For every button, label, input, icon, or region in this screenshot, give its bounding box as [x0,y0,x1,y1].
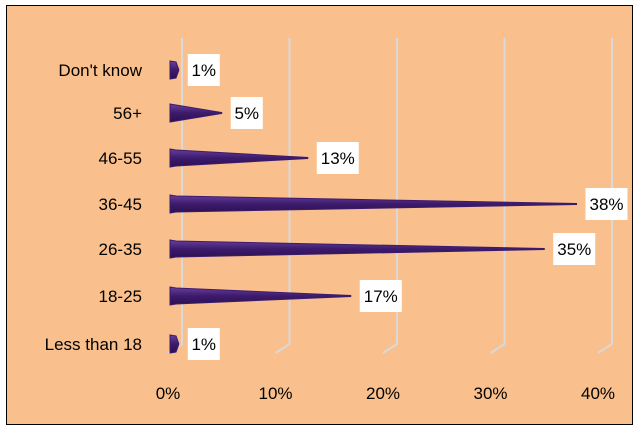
x-tick-label-1: 10% [258,384,292,403]
data-label-box-3 [585,188,628,220]
category-label-4: 46-55 [99,149,142,168]
data-label-1: 17% [359,280,402,312]
category-label-1: 18-25 [99,287,142,306]
data-label-text-2: 35% [557,240,591,259]
gridline-1 [274,38,291,354]
data-label-text-0: 1% [191,335,216,354]
x-tick-label-0: 0% [156,384,181,403]
bar-6 [169,60,180,80]
data-label-box-0 [187,328,220,360]
x-tick-label-2: 20% [366,384,400,403]
bar-0 [169,334,180,354]
data-label-text-6: 1% [191,61,216,80]
category-label-6: Don't know [58,61,142,80]
data-label-3: 38% [585,188,628,220]
bars [169,60,577,354]
data-label-text-3: 38% [589,195,623,214]
x-tick-label-4: 40% [581,384,615,403]
category-label-2: 26-35 [99,240,142,259]
chart-background [7,6,632,424]
data-label-text-1: 17% [364,287,398,306]
data-label-4: 13% [316,142,359,174]
data-label-box-5 [230,97,263,129]
bar-4 [169,148,309,168]
category-label-0: Less than 18 [45,335,142,354]
data-label-box-4 [316,142,359,174]
data-label-box-6 [187,54,220,86]
data-labels: 1% 17% 35% 38% 13% 5% 1% [187,54,628,360]
bar-chart: Less than 18 18-25 26-35 36-45 46-55 56+ Don't… [7,6,632,424]
data-label-2: 35% [553,233,596,265]
x-axis-tick-labels: 0% 10% 20% 30% 40% [156,384,615,403]
data-label-text-5: 5% [234,104,259,123]
data-label-box-1 [359,280,402,312]
gridline-3 [489,38,506,354]
category-label-3: 36-45 [99,195,142,214]
data-label-text-4: 13% [321,149,355,168]
gridline-2 [382,38,398,354]
category-label-5: 56+ [113,104,142,123]
gridline-4 [597,38,613,354]
data-label-5: 5% [230,97,263,129]
x-tick-label-3: 30% [473,384,507,403]
data-label-6: 1% [187,54,220,86]
bar-3 [169,194,577,214]
category-labels: Less than 18 18-25 26-35 36-45 46-55 56+ Don't… [45,61,143,354]
bar-5 [169,103,223,123]
bar-1 [169,286,352,306]
chart-container: Less than 18 18-25 26-35 36-45 46-55 56+ Don't… [6,5,633,425]
data-label-box-2 [553,233,596,265]
bar-2 [169,239,545,259]
data-label-0: 1% [187,328,220,360]
